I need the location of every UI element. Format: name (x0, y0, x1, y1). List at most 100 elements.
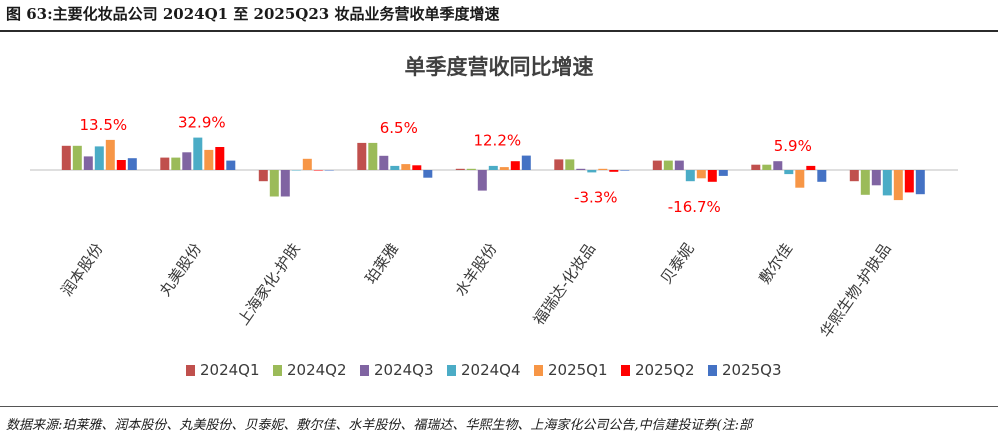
data-label-3: 12.2% (473, 132, 521, 150)
category-label: 润本股份 (57, 240, 106, 299)
legend-label-2025Q1: 2025Q1 (548, 361, 608, 379)
bar-2025Q1-0 (105, 139, 115, 170)
category-label: 上海家化-护肤 (234, 240, 303, 328)
bar-2024Q2-4 (466, 168, 476, 170)
bar-2025Q3-7 (817, 170, 827, 182)
bar-2024Q4-3 (390, 165, 400, 170)
legend-swatch-2024Q3 (360, 365, 369, 376)
bar-2025Q2-6 (707, 170, 717, 182)
bar-2024Q4-0 (94, 146, 104, 170)
bar-2025Q3-8 (915, 170, 925, 195)
legend-label-2024Q4: 2024Q4 (461, 361, 521, 379)
bar-2024Q3-8 (871, 170, 881, 186)
bar-2024Q1-7 (751, 164, 761, 170)
bar-2024Q3-0 (83, 156, 93, 170)
bars-group (61, 137, 925, 201)
bar-2024Q1-1 (160, 157, 170, 170)
category-label: 敷尔佳 (756, 240, 797, 287)
bar-2024Q1-5 (554, 159, 564, 170)
bar-2024Q4-5 (587, 170, 597, 173)
bar-chart: 单季度营收同比增速 13.5% 32.9% 6.5% 12.2% -3.3% -16.7%… (30, 55, 958, 379)
legend-swatch-2025Q3 (708, 365, 717, 376)
bar-2025Q1-6 (696, 170, 706, 179)
bar-2024Q1-0 (61, 145, 71, 170)
bar-2024Q2-1 (171, 157, 181, 170)
bar-2025Q3-5 (620, 170, 630, 171)
category-labels: 润本股份 丸美股份 上海家化-护肤 珀莱雅 水羊股份 福瑞达-化妆品 贝泰妮 敷尔佳 华熙生物-… (57, 240, 894, 341)
bar-2024Q4-7 (784, 170, 794, 175)
bar-2024Q2-8 (860, 170, 870, 195)
bar-2024Q2-7 (762, 164, 772, 170)
bar-2025Q1-7 (795, 170, 805, 188)
bar-2024Q2-0 (72, 145, 82, 170)
category-label: 贝泰妮 (657, 240, 698, 287)
bar-2024Q1-2 (258, 170, 268, 182)
bar-2025Q1-3 (401, 164, 411, 170)
category-label: 珀莱雅 (362, 240, 403, 287)
data-label-0: 13.5% (79, 116, 127, 134)
bar-2025Q2-0 (116, 160, 126, 170)
bar-2025Q2-4 (510, 161, 520, 170)
bar-2025Q1-1 (204, 149, 214, 170)
legend-label-2025Q3: 2025Q3 (722, 361, 782, 379)
bar-2024Q1-4 (455, 168, 465, 170)
bar-2025Q1-5 (598, 168, 608, 170)
bar-2024Q3-3 (379, 155, 389, 170)
data-label-6: 5.9% (774, 137, 812, 155)
bar-2025Q3-4 (521, 155, 531, 170)
legend-label-2024Q1: 2024Q1 (200, 361, 260, 379)
bar-2024Q4-2 (291, 170, 301, 171)
legend-swatch-2025Q1 (534, 365, 543, 376)
source-note: 数据来源:珀莱雅、润本股份、丸美股份、贝泰妮、敷尔佳、水羊股份、福瑞达、华熙生物… (6, 418, 752, 433)
legend-swatch-2024Q2 (273, 365, 282, 376)
bar-2024Q3-1 (182, 152, 192, 170)
category-label: 水羊股份 (451, 240, 500, 299)
bar-2025Q2-3 (412, 165, 422, 170)
legend-swatch-2025Q2 (621, 365, 630, 376)
bar-2024Q2-5 (565, 159, 575, 170)
legend: 2024Q1 2024Q2 2024Q3 2024Q4 2025Q1 2025Q2 2025… (186, 361, 782, 379)
data-label-5: -16.7% (668, 198, 721, 216)
legend-swatch-2024Q1 (186, 365, 195, 376)
bar-2024Q3-2 (280, 170, 290, 197)
bar-2025Q2-8 (904, 170, 914, 193)
title-divider (0, 30, 998, 32)
category-label: 华熙生物-护肤品 (816, 240, 894, 341)
bar-2025Q3-0 (127, 158, 137, 170)
bar-2024Q1-6 (652, 160, 662, 170)
bar-2024Q4-6 (685, 170, 695, 182)
chart-title: 单季度营收同比增速 (405, 55, 594, 79)
bar-2024Q1-3 (357, 142, 367, 170)
figure-title: 图 63:主要化妆品公司 2024Q1 至 2025Q23 妆品业务营收单季度增… (6, 5, 500, 23)
bar-2024Q3-7 (773, 161, 783, 170)
category-label: 丸美股份 (156, 240, 205, 299)
data-label-2: 6.5% (380, 119, 418, 137)
bar-2025Q2-5 (609, 170, 619, 172)
legend-swatch-2024Q4 (447, 365, 456, 376)
legend-label-2024Q3: 2024Q3 (374, 361, 434, 379)
legend-label-2024Q2: 2024Q2 (287, 361, 347, 379)
data-label-1: 32.9% (178, 114, 226, 132)
footer-divider (0, 406, 998, 407)
bar-2024Q4-4 (488, 165, 498, 170)
annotations-group: 13.5% 32.9% 6.5% 12.2% -3.3% -16.7% 5.9% (79, 114, 811, 216)
bar-2024Q3-4 (477, 170, 487, 191)
bar-2025Q3-1 (226, 160, 236, 170)
category-label: 福瑞达-化妆品 (530, 240, 599, 328)
bar-2024Q4-1 (193, 137, 203, 170)
bar-2025Q1-8 (893, 170, 903, 201)
bar-2024Q2-3 (368, 142, 378, 170)
legend-label-2025Q2: 2025Q2 (635, 361, 695, 379)
bar-2024Q2-2 (269, 170, 279, 197)
bar-2025Q2-7 (806, 165, 816, 170)
bar-2024Q2-6 (663, 160, 673, 170)
bar-2025Q2-1 (215, 147, 225, 170)
bar-2025Q3-2 (324, 170, 334, 171)
bar-2024Q4-8 (882, 170, 892, 196)
bar-2024Q1-8 (849, 170, 859, 182)
bar-2025Q2-2 (313, 170, 323, 171)
bar-2024Q3-6 (674, 160, 684, 170)
bar-2025Q1-2 (302, 158, 312, 170)
bar-2025Q1-4 (499, 167, 509, 170)
data-label-4: -3.3% (574, 188, 618, 206)
